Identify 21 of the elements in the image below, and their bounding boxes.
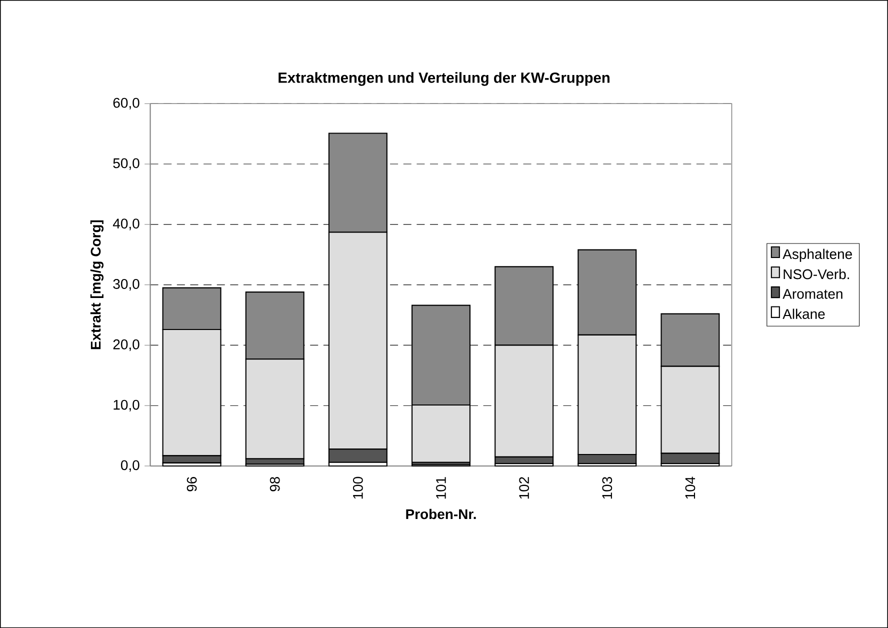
y-tick-label: 40,0 xyxy=(112,218,140,230)
y-tick-label: 20,0 xyxy=(113,339,140,351)
legend-label: Asphaltene xyxy=(782,248,852,262)
x-tick-label: 98 xyxy=(270,476,280,492)
y-tick-label: 10,0 xyxy=(114,400,140,412)
x-tick-label: 101 xyxy=(436,476,446,499)
x-tick-label: 102 xyxy=(519,476,530,499)
y-tick-label: 30,0 xyxy=(113,278,140,290)
x-axis-title: Proben-Nr. xyxy=(406,508,476,520)
legend-label: NSO-Verb. xyxy=(784,268,849,280)
chart-title: Extraktmengen und Verteilung der KW-Gruppen xyxy=(278,72,610,86)
y-tick-label: 60,0 xyxy=(113,98,140,110)
y-tick-label: 0,0 xyxy=(120,460,140,472)
legend-label: Alkane xyxy=(782,308,825,319)
y-axis-title: Extrakt [mg/g Corg] xyxy=(90,220,104,350)
x-tick-label: 104 xyxy=(685,476,696,499)
legend-label: Aromaten xyxy=(782,288,842,299)
x-tick-label: 100 xyxy=(352,476,363,499)
x-tick-label: 103 xyxy=(602,476,612,499)
x-tick-label: 96 xyxy=(186,476,197,492)
y-tick-label: 50,0 xyxy=(113,158,140,170)
